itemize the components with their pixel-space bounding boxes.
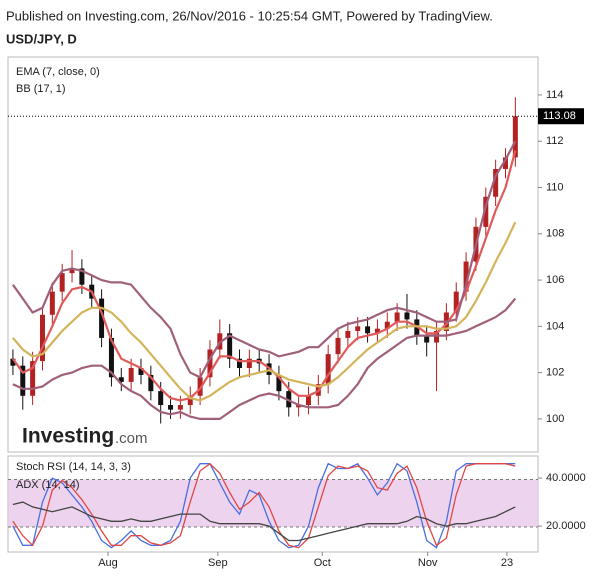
- candle-body: [463, 261, 469, 292]
- series-line: [12, 501, 516, 542]
- candle-body: [158, 391, 164, 406]
- candle-body: [502, 157, 508, 169]
- series-line: [12, 297, 517, 420]
- candle-body: [355, 326, 361, 331]
- candle-body: [108, 337, 114, 378]
- candle-body: [177, 405, 183, 410]
- y-tick-label: 104: [546, 320, 564, 332]
- logo-suffix: .com: [115, 430, 148, 447]
- candle-body: [493, 168, 499, 197]
- candle-body: [453, 291, 459, 313]
- y-tick-label: 112: [546, 135, 564, 147]
- x-tick-label: 23: [501, 557, 513, 569]
- candle-body: [20, 365, 26, 396]
- y-tick-label: 100: [546, 413, 564, 425]
- x-tick-label: Aug: [98, 557, 118, 569]
- last-price-box: [538, 108, 584, 125]
- candle-body: [59, 273, 65, 292]
- y-tick-label: 106: [546, 274, 564, 286]
- candle-body: [512, 116, 518, 158]
- main-pane: [7, 56, 539, 453]
- series-line: [12, 462, 516, 549]
- symbol: USD/JPY, D: [6, 31, 77, 46]
- x-tick-label: Oct: [314, 557, 331, 569]
- candle-body: [69, 268, 75, 274]
- series-line: [12, 150, 517, 402]
- candle-body: [49, 291, 55, 315]
- candle-body: [30, 361, 36, 396]
- candle-body: [325, 354, 331, 385]
- candle-body: [168, 405, 174, 410]
- y-tick-label: 114: [546, 89, 564, 101]
- candle-body: [148, 374, 154, 392]
- candle-body: [138, 368, 144, 375]
- y-tick-label: 110: [546, 181, 564, 193]
- candle-body: [99, 298, 105, 338]
- candle-body: [424, 335, 430, 343]
- candle-body: [404, 312, 410, 320]
- legend-bb: BB (17, 1): [16, 83, 66, 95]
- y-tick-label: 108: [546, 228, 564, 240]
- candle-body: [227, 333, 233, 359]
- candle-body: [276, 374, 282, 392]
- candle-body: [365, 326, 371, 334]
- candle-body: [207, 349, 213, 378]
- candle-body: [374, 328, 380, 334]
- y-tick-label: 20.0000: [546, 520, 586, 532]
- header: Published on Investing.com, 26/Nov/2016 …: [6, 8, 493, 23]
- candle-body: [10, 358, 16, 366]
- series-line: [12, 221, 517, 402]
- y-tick-label: 102: [546, 367, 564, 379]
- candle-body: [237, 358, 243, 369]
- candle-body: [39, 314, 45, 362]
- legend: ADX (14, 14): [16, 479, 80, 491]
- candle-body: [118, 377, 124, 382]
- candle-body: [246, 358, 252, 369]
- candle-body: [197, 377, 203, 396]
- candle-body: [128, 368, 134, 382]
- candle-body: [187, 395, 193, 406]
- candle-body: [394, 312, 400, 322]
- candle-body: [345, 330, 351, 338]
- candle-body: [434, 330, 440, 343]
- candle-body: [384, 321, 390, 329]
- candle-body: [79, 268, 85, 285]
- series-line: [12, 462, 516, 549]
- y-tick-label: 40.0000: [546, 472, 586, 484]
- logo: Investing: [22, 425, 114, 448]
- candle-body: [335, 337, 341, 355]
- last-price-label: 113.08: [543, 110, 576, 122]
- candle-body: [483, 196, 489, 227]
- x-tick-label: Nov: [418, 557, 438, 569]
- candle-body: [296, 405, 302, 408]
- legend: Stoch RSI (14, 14, 3, 3): [16, 461, 131, 473]
- x-tick-label: Sep: [208, 557, 228, 569]
- series-line: [12, 140, 517, 379]
- candle-body: [305, 395, 311, 406]
- legend-ema: EMA (7, close, 0): [16, 66, 100, 78]
